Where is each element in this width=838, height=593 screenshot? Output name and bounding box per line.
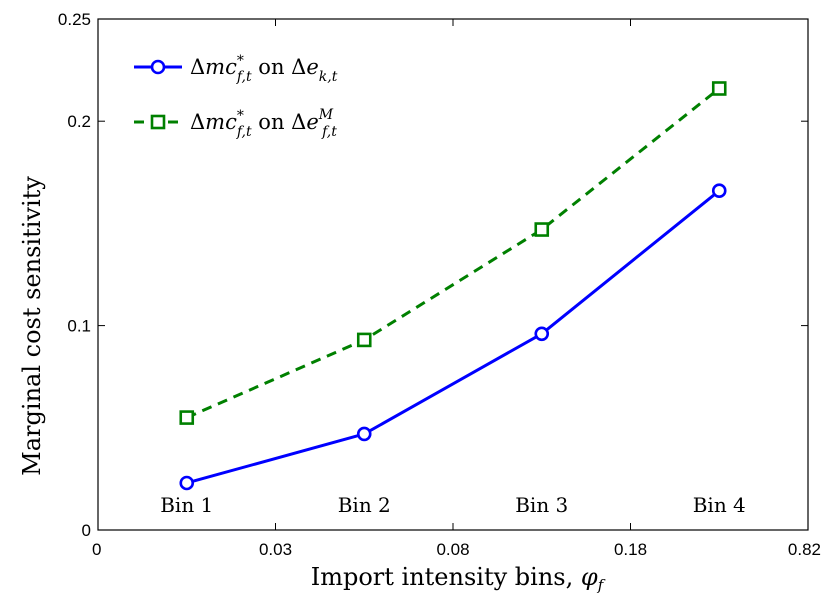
y-tick-label: 0.2: [67, 112, 91, 131]
series-1-point: [358, 428, 370, 440]
bin-labels: Bin 1 Bin 2 Bin 3 Bin 4: [160, 493, 746, 517]
y-tick-label: 0.25: [58, 10, 91, 29]
bin-label: Bin 4: [693, 493, 746, 517]
legend-label-2: Δmc* f,t on ΔeM f,t: [190, 107, 337, 140]
x-tick-label: 0.03: [259, 540, 292, 559]
series-2-line: [187, 88, 720, 417]
series-2-point: [358, 334, 370, 346]
bin-label: Bin 3: [515, 493, 568, 517]
x-tick-label: 0.18: [614, 540, 647, 559]
series-2-point: [181, 412, 193, 424]
x-tick-label: 0.82: [788, 540, 821, 559]
x-axis-title: Import intensity bins, φf: [311, 563, 606, 593]
series-2-point: [536, 224, 548, 236]
legend-marker-1: [152, 61, 164, 73]
bin-label: Bin 1: [160, 493, 213, 517]
plot-border: [98, 19, 808, 530]
series-2-point: [713, 82, 725, 94]
series-1-point: [713, 185, 725, 197]
series-1-line: [187, 191, 720, 483]
y-tick-label: 0: [82, 521, 91, 540]
y-axis-title: Marginal cost sensitivity: [18, 176, 46, 476]
x-tick-label: 0: [92, 540, 101, 559]
series-1-point: [181, 477, 193, 489]
series-layer: [181, 82, 726, 488]
legend-label-1: Δmc* f,t on Δek,t: [190, 53, 338, 85]
legend: Δmc* f,t on Δek,t Δmc* f,t on ΔeM f,t: [134, 53, 338, 140]
y-axis: 0 0.1 0.2 0.25: [58, 10, 808, 540]
legend-marker-2: [152, 116, 164, 128]
bin-label: Bin 2: [338, 493, 391, 517]
series-1-point: [536, 328, 548, 340]
x-tick-label: 0.08: [436, 540, 469, 559]
plot-frame: [98, 19, 808, 530]
y-tick-label: 0.1: [67, 317, 91, 336]
